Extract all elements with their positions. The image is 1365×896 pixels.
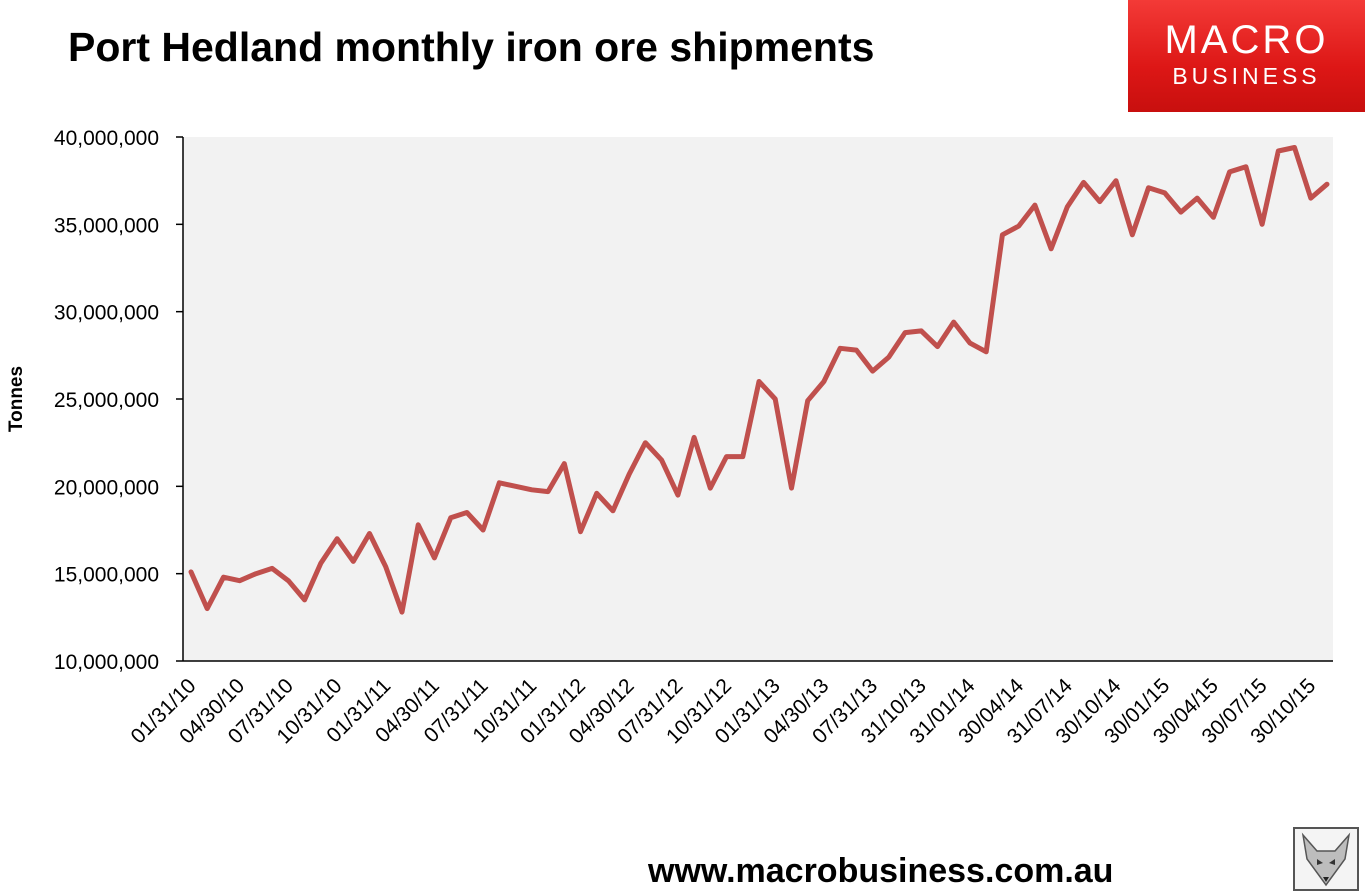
fox-icon bbox=[1301, 832, 1351, 887]
y-tick-label: 30,000,000 bbox=[54, 302, 159, 325]
logo-line-macro: MACRO bbox=[1164, 18, 1329, 62]
chart-title: Port Hedland monthly iron ore shipments bbox=[68, 24, 875, 70]
macrobusiness-logo: MACRO BUSINESS bbox=[1128, 0, 1365, 112]
x-axis-ticks: 01/31/1004/30/1007/31/1010/31/1001/31/11… bbox=[126, 674, 1320, 748]
y-tick-label: 35,000,000 bbox=[54, 214, 159, 237]
footer-url: www.macrobusiness.com.au bbox=[648, 852, 1114, 890]
y-tick-label: 10,000,000 bbox=[54, 651, 159, 674]
y-axis-ticks: 10,000,000 15,000,000 20,000,000 25,000,000… bbox=[54, 127, 183, 674]
series-line bbox=[188, 145, 1330, 615]
fox-logo-badge bbox=[1293, 827, 1359, 891]
y-axis-label: Tonnes bbox=[6, 366, 27, 432]
logo-line-business: BUSINESS bbox=[1172, 63, 1321, 89]
y-tick-label: 25,000,000 bbox=[54, 389, 159, 412]
y-tick-label: 40,000,000 bbox=[54, 127, 159, 150]
y-tick-label: 20,000,000 bbox=[54, 476, 159, 499]
y-tick-label: 15,000,000 bbox=[54, 564, 159, 587]
plot-area bbox=[183, 137, 1333, 661]
